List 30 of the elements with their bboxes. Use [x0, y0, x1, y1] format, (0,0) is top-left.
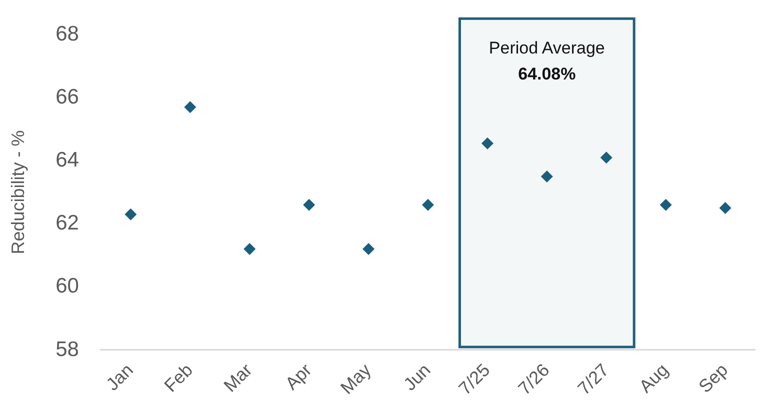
y-tick-label: 60	[56, 274, 79, 298]
x-tick-label: Mar	[220, 360, 256, 396]
y-tick-label: 68	[56, 22, 79, 46]
point	[422, 198, 434, 211]
point	[660, 198, 672, 211]
y-axis-title: Reducibility - %	[8, 130, 28, 254]
band-label: Period Average 64.08%	[488, 38, 605, 84]
y-tick-label: 66	[56, 85, 79, 108]
y-tick-label: 58	[56, 338, 79, 361]
point	[303, 198, 316, 211]
point	[124, 208, 137, 220]
x-tick-label: May	[336, 360, 375, 398]
x-tick-label: Aug	[635, 360, 672, 397]
x-tick-label: 7/27	[574, 360, 613, 399]
x-tick-label: Jan	[102, 360, 138, 394]
point	[362, 243, 375, 256]
point	[244, 243, 256, 256]
x-tick-label: 7/26	[514, 360, 554, 399]
x-tick-label: Apr	[281, 360, 316, 394]
x-tick-label: Feb	[160, 360, 196, 396]
y-tick-label: 64	[56, 148, 80, 172]
point	[540, 170, 553, 183]
x-tick-label: 7/25	[454, 360, 494, 399]
point	[184, 101, 196, 114]
point	[600, 152, 612, 164]
point	[719, 202, 732, 214]
x-tick-label: Jun	[400, 360, 434, 394]
point	[481, 137, 494, 150]
y-tick-label: 62	[56, 212, 79, 235]
x-tick-label: Sep	[694, 360, 732, 397]
